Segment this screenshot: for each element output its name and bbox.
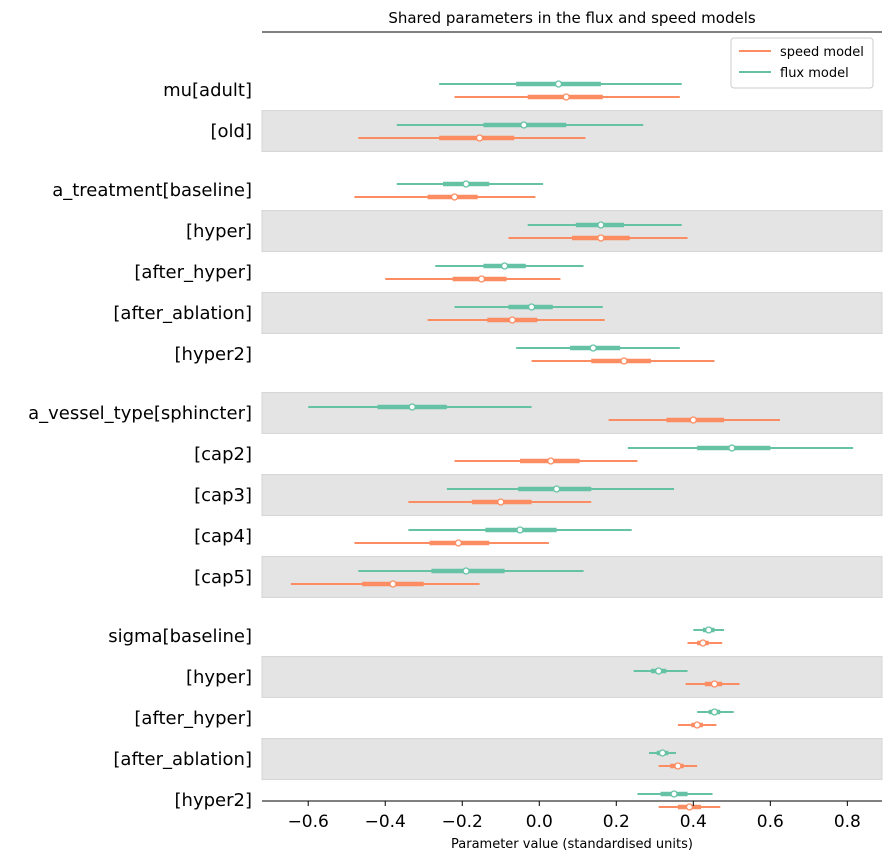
- speed-model-median-point: [685, 803, 694, 811]
- speed-model-median-point: [389, 580, 397, 588]
- flux-model-median-point: [589, 344, 597, 352]
- flux-model-median-point: [705, 626, 713, 634]
- x-tick-label: 0.2: [603, 812, 630, 832]
- row-label: [cap5]: [194, 567, 252, 588]
- row-label: [cap2]: [194, 444, 252, 465]
- row-label: [cap4]: [194, 526, 252, 547]
- x-tick-label: 0.6: [757, 812, 784, 832]
- speed-model-median-point: [454, 539, 463, 547]
- row-band-shaded: [261, 210, 883, 252]
- row-label: a_treatment[baseline]: [52, 180, 252, 201]
- row-band-shaded: [261, 292, 883, 334]
- speed-model-median-point: [597, 234, 605, 242]
- speed-model-median-point: [547, 457, 555, 465]
- flux-model-median-point: [597, 221, 605, 229]
- row-bands: [261, 110, 883, 780]
- chart-title: Shared parameters in the flux and speed …: [388, 9, 756, 27]
- row-band-shaded: [261, 556, 883, 598]
- row-label: [after_hyper]: [134, 708, 252, 729]
- interval-marks: [290, 80, 854, 811]
- flux-model-median-point: [658, 749, 667, 757]
- x-tick-label: 0.8: [834, 812, 861, 832]
- speed-model-median-point: [689, 416, 697, 424]
- flux-model-median-point: [654, 667, 663, 675]
- speed-model-median-point: [620, 357, 628, 365]
- x-axis-label: Parameter value (standardised units): [451, 837, 693, 852]
- row-label: [hyper2]: [175, 790, 252, 811]
- flux-model-median-point: [728, 444, 736, 452]
- speed-model-median-point: [562, 93, 570, 101]
- row-label: [cap3]: [194, 485, 252, 506]
- speed-model-median-point: [710, 680, 719, 688]
- flux-model-median-point: [462, 567, 470, 575]
- speed-model-median-point: [508, 316, 516, 324]
- flux-model-median-point: [710, 708, 719, 716]
- flux-model-median-point: [527, 303, 536, 311]
- row-label: [after_ablation]: [113, 303, 252, 324]
- row-label: [old]: [211, 121, 252, 142]
- row-band-shaded: [261, 738, 883, 780]
- speed-model-median-point: [477, 275, 486, 283]
- speed-model-median-point: [450, 193, 459, 201]
- x-tick-label: 0.0: [526, 812, 553, 832]
- row-label: [hyper2]: [175, 344, 252, 365]
- row-label: mu[adult]: [163, 80, 252, 101]
- row-band-shaded: [261, 392, 883, 434]
- speed-model-median-point: [475, 134, 484, 142]
- flux-model-median-point: [552, 485, 561, 493]
- x-axis: −0.6 −0.4 −0.2 0.0 0.2 0.4 0.6 0.8: [288, 801, 861, 832]
- flux-model-median-point: [462, 180, 470, 188]
- flux-model-median-point: [520, 121, 528, 129]
- row-label: [hyper]: [186, 667, 252, 688]
- row-label: sigma[baseline]: [108, 626, 252, 647]
- x-tick-label: −0.6: [288, 812, 329, 832]
- row-band-shaded: [261, 656, 883, 698]
- row-label: a_vessel_type[sphincter]: [28, 403, 252, 424]
- flux-model-median-point: [670, 790, 678, 798]
- speed-model-median-point: [699, 639, 707, 647]
- legend-label-flux: flux model: [780, 66, 849, 81]
- x-tick-label: −0.2: [442, 812, 483, 832]
- x-tick-label: 0.4: [680, 812, 707, 832]
- speed-model-median-point: [693, 721, 701, 729]
- row-label: [after_ablation]: [113, 749, 252, 770]
- row-label: [hyper]: [186, 221, 252, 242]
- flux-model-median-point: [408, 403, 416, 411]
- speed-model-median-point: [497, 498, 505, 506]
- x-tick-label: −0.4: [365, 812, 406, 832]
- legend-label-speed: speed model: [780, 45, 864, 60]
- speed-model-median-point: [674, 762, 682, 770]
- flux-model-median-point: [500, 262, 509, 270]
- row-label: [after_hyper]: [134, 262, 252, 283]
- legend: speed model flux model: [730, 37, 874, 89]
- flux-model-median-point: [516, 526, 524, 534]
- row-band-shaded: [261, 474, 883, 516]
- flux-model-median-point: [554, 80, 563, 88]
- row-labels: mu[adult] [old] a_treatment[baseline] [hype…: [28, 80, 252, 811]
- row-band-shaded: [261, 110, 883, 152]
